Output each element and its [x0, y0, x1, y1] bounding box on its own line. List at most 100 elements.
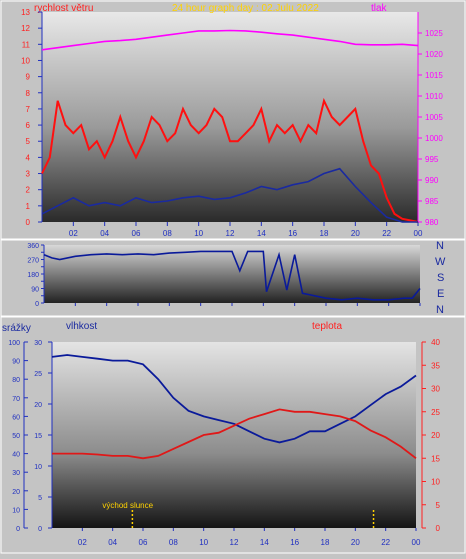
pressure-y-tick-label: 1015	[425, 71, 443, 80]
direction-y-tick-label: 180	[27, 272, 39, 279]
series-line-1	[41, 167, 418, 223]
climate-plot-area	[52, 342, 416, 528]
rain-y-tick-label: 0	[16, 526, 20, 533]
temp-y-tick-label: 20	[431, 431, 440, 440]
rain-y-tick-label: 60	[12, 414, 20, 421]
humidity-y-tick-label: 5	[38, 495, 42, 502]
rain-label: srážky	[2, 323, 31, 334]
compass-s: S	[437, 272, 444, 284]
rain-y-tick-label: 30	[12, 470, 20, 477]
wind-y-tick-label: 3	[26, 170, 31, 179]
humidity-y-tick-label: 30	[34, 340, 42, 347]
climate-x-tick-label: 06	[139, 538, 148, 547]
rain-y-tick-label: 50	[12, 433, 20, 440]
pressure-y-tick-label: 995	[425, 155, 439, 164]
temp-y-tick-label: 0	[436, 524, 441, 533]
humidity-y-tick-label: 20	[34, 402, 42, 409]
direction-y-tick-label: 360	[27, 243, 39, 250]
wind-y-tick-label: 9	[26, 73, 31, 82]
wind-x-tick-label: 14	[257, 229, 266, 238]
climate-x-tick-label: 22	[381, 538, 390, 547]
humidity-y-tick-label: 10	[34, 464, 42, 471]
wind-x-tick-label: 06	[132, 229, 141, 238]
rain-y-tick-label: 80	[12, 377, 20, 384]
temp-y-tick-label: 40	[431, 338, 440, 347]
wind-y-tick-label: 10	[21, 56, 30, 65]
pressure-y-tick-label: 1010	[425, 92, 443, 101]
wind-x-tick-label: 08	[163, 229, 172, 238]
temperature-label: teplota	[312, 321, 342, 332]
wind-x-tick-label: 10	[194, 229, 203, 238]
pressure-y-tick-label: 1025	[425, 29, 443, 38]
rain-y-tick-label: 10	[12, 507, 20, 514]
wind-x-tick-label: 20	[351, 229, 360, 238]
compass-n-top: N	[436, 240, 444, 252]
wind-x-tick-label: 02	[69, 229, 78, 238]
pressure-label: tlak	[371, 3, 388, 14]
temp-y-tick-label: 30	[431, 385, 440, 394]
wind-y-tick-label: 5	[26, 137, 31, 146]
wind-plot-area	[42, 12, 418, 222]
temp-y-tick-label: 5	[436, 501, 441, 510]
climate-x-tick-label: 20	[351, 538, 360, 547]
climate-x-tick-label: 04	[108, 538, 117, 547]
pressure-y-tick-label: 990	[425, 176, 439, 185]
humidity-y-tick-label: 15	[34, 433, 42, 440]
wind-x-tick-label: 00	[414, 229, 423, 238]
wind-x-tick-label: 04	[100, 229, 109, 238]
series-line-temperature	[52, 408, 417, 460]
climate-x-tick-label: 08	[169, 538, 178, 547]
series-line-direction	[43, 250, 421, 301]
climate-x-tick-label: 10	[199, 538, 208, 547]
climate-x-tick-label: 00	[412, 538, 421, 547]
climate-x-tick-label: 16	[290, 538, 299, 547]
wind-y-tick-label: 2	[26, 186, 31, 195]
rain-y-tick-label: 70	[12, 396, 20, 403]
direction-y-tick-label: 270	[27, 258, 39, 265]
pressure-y-tick-label: 1020	[425, 50, 443, 59]
wind-speed-label: rychlost větru	[34, 3, 93, 14]
climate-x-tick-label: 02	[78, 538, 87, 547]
climate-x-tick-label: 18	[321, 538, 330, 547]
rain-y-tick-label: 20	[12, 489, 20, 496]
compass-w: W	[435, 256, 446, 268]
rain-y-tick-label: 100	[8, 340, 20, 347]
rain-y-tick-label: 90	[12, 359, 20, 366]
wind-y-tick-label: 1	[26, 202, 31, 211]
direction-y-tick-label: 90	[31, 287, 39, 294]
wind-y-tick-label: 0	[26, 218, 31, 227]
graph-title: 24 hour graph day : 02.Julu 2022	[172, 3, 319, 14]
wind-x-tick-label: 12	[226, 229, 235, 238]
pressure-y-tick-label: 1000	[425, 134, 443, 143]
wind-y-tick-label: 12	[21, 24, 30, 33]
climate-x-tick-label: 14	[260, 538, 269, 547]
temp-y-tick-label: 35	[431, 361, 440, 370]
series-line-2	[41, 29, 419, 51]
wind-y-tick-label: 4	[26, 153, 31, 162]
wind-x-tick-label: 18	[320, 229, 329, 238]
compass-n-bottom: N	[436, 304, 444, 316]
pressure-y-tick-label: 1005	[425, 113, 443, 122]
series-line-humidity	[51, 354, 417, 444]
wind-y-tick-label: 11	[22, 40, 31, 49]
humidity-y-tick-label: 25	[34, 371, 42, 378]
chart-marks: 0123456789101112139809859909951000100510…	[8, 8, 443, 547]
wind-x-tick-label: 16	[288, 229, 297, 238]
temp-y-tick-label: 25	[431, 408, 440, 417]
wind-y-tick-label: 8	[26, 89, 31, 98]
humidity-label: vlhkost	[66, 321, 97, 332]
rain-y-tick-label: 40	[12, 452, 20, 459]
compass-e: E	[437, 288, 444, 300]
sunrise-label: východ slunce	[102, 501, 153, 510]
compass-letters: N W S E N	[435, 240, 446, 316]
wind-y-tick-label: 13	[21, 8, 30, 17]
series-line-0	[41, 97, 419, 223]
pressure-y-tick-label: 980	[425, 218, 439, 227]
wind-x-tick-label: 22	[382, 229, 391, 238]
pressure-y-tick-label: 985	[425, 197, 439, 206]
wind-y-tick-label: 7	[26, 105, 31, 114]
wind-y-tick-label: 6	[26, 121, 31, 130]
direction-y-tick-label: 0	[35, 301, 39, 308]
